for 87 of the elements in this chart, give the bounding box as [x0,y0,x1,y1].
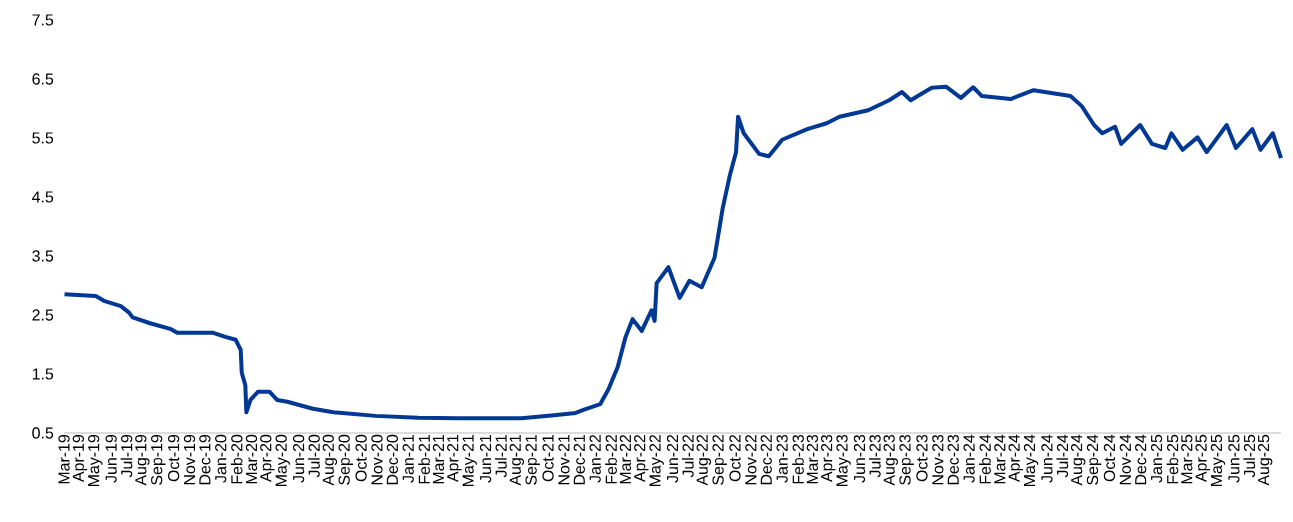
x-tick-label: Jun-25 [1228,434,1240,483]
x-tick-label: Apr-21 [447,434,462,482]
x-tick-label: Apr-24 [1008,434,1023,482]
x-tick-label: Feb-20 [230,434,243,484]
x-tick-label: Nov-21 [558,434,570,485]
x-tick-label: Feb-23 [792,434,804,484]
x-tick-label: Aug-21 [509,434,525,486]
x-tick-label: Oct-20 [355,434,367,482]
x-tick-label: Oct-19 [167,434,180,482]
x-tick-label: Sep-23 [899,434,914,485]
x-tick-label: Dec-23 [947,434,959,485]
y-tick-label: 5.5 [32,132,54,144]
x-tick-label: Dec-22 [760,434,772,485]
y-tick-label: 0.5 [32,427,54,439]
x-tick-label: Dec-24 [1135,434,1147,485]
x-tick-label: Apr-20 [260,434,275,482]
x-tick-label: Oct-24 [1103,434,1116,482]
y-tick-label: 6.5 [32,73,54,85]
x-tick-label: Jun-21 [479,434,492,483]
x-tick-label: Nov-24 [1119,434,1131,485]
y-tick-label: 2.5 [32,309,54,321]
x-tick-label: Oct-23 [916,434,928,482]
x-tick-label: Oct-22 [729,434,741,482]
x-tick-label: Sep-24 [1086,434,1102,485]
x-tick-label: Mar-25 [1181,434,1193,484]
x-tick-label: Nov-23 [932,434,944,485]
x-tick-label: Mar-22 [619,434,632,484]
x-tick-label: Jun-19 [105,434,117,483]
x-tick-label: May-25 [1210,434,1226,487]
x-tick-label: Jun-23 [853,434,866,483]
x-tick-label: Nov-19 [183,434,196,485]
x-tick-label: Feb-25 [1166,434,1179,484]
x-tick-label: Feb-22 [605,434,617,484]
x-tick-label: Apr-22 [634,434,649,482]
x-tick-label: Jun-20 [292,434,305,483]
x-tick-label: Apr-19 [72,434,88,482]
y-tick-label: 1.5 [32,368,54,380]
y-tick-label: 7.5 [32,14,54,26]
x-tick-label: Dec-20 [386,434,398,485]
x-tick-label: Mar-21 [432,434,445,484]
x-tick-label: May-21 [462,434,477,487]
x-tick-label: May-19 [88,434,103,487]
x-tick-label: Aug-19 [135,434,150,486]
x-tick-label: Jan-24 [963,434,975,483]
x-tick-label: Aug-23 [883,434,898,486]
x-tick-label: Feb-24 [979,434,991,484]
x-tick-label: Mar-19 [58,434,70,484]
x-tick-label: Jul-20 [308,434,320,478]
line-series [62,84,1284,421]
x-tick-label: May-20 [275,434,290,487]
x-tick-label: Mar-20 [245,434,258,484]
x-tick-label: Jul-21 [495,434,507,478]
x-tick-label: Oct-21 [542,434,554,482]
x-tick-label: Mar-23 [806,434,818,484]
x-tick-label: Jul-23 [868,434,881,478]
x-tick-label: Jul-22 [682,434,694,478]
x-tick-label: Aug-25 [1257,434,1273,486]
x-tick-label: Aug-22 [696,434,711,486]
x-tick-label: Aug-24 [1070,434,1086,486]
x-tick-label: Jul-19 [120,434,133,478]
x-tick-label: May-23 [836,434,851,487]
x-tick-label: Jul-24 [1056,434,1069,478]
x-tick-label: Dec-21 [573,434,585,485]
x-tick-label: May-24 [1023,434,1039,487]
x-tick-label: Jun-22 [666,434,679,483]
x-tick-label: Jan-23 [776,434,788,483]
x-tick-label: Jul-25 [1243,434,1256,478]
x-tick-label: Jan-21 [402,434,414,483]
x-tick-label: Nov-22 [745,434,757,485]
y-tick-label: 4.5 [32,191,54,203]
x-tick-label: Dec-19 [199,434,211,485]
x-tick-label: Aug-20 [322,434,338,486]
y-tick-label: 3.5 [32,250,54,262]
x-tick-label: Sep-21 [525,434,540,485]
x-tick-label: Sep-20 [338,434,353,485]
x-tick-label: Mar-24 [994,434,1006,484]
x-tick-label: Sep-22 [712,434,727,485]
x-tick-label: May-22 [649,434,664,487]
x-tick-label: Apr-25 [1195,434,1210,482]
x-tick-label: Nov-20 [371,434,383,485]
x-tick-label: Sep-19 [151,434,166,485]
x-tick-label: Jun-24 [1041,434,1053,483]
x-tick-label: Feb-21 [418,434,430,484]
x-tick-label: Jan-22 [589,434,601,483]
x-tick-label: Jan-25 [1150,434,1163,483]
x-tick-label: Apr-23 [821,434,836,482]
x-tick-label: Jan-20 [215,434,227,483]
